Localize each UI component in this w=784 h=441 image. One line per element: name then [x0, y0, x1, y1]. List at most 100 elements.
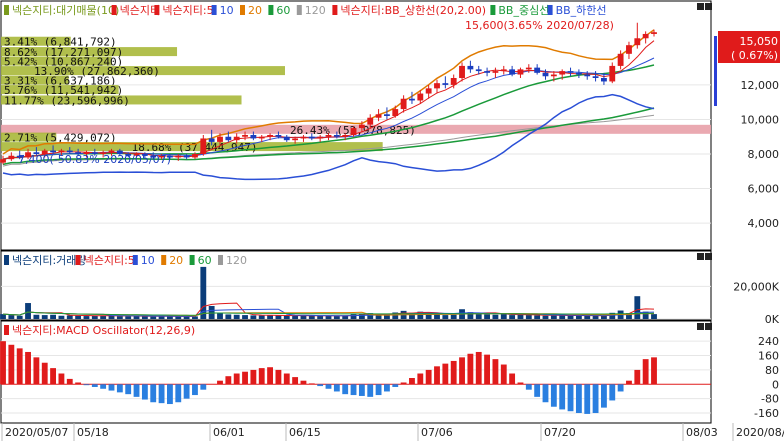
x-tick-label: 06/15 — [289, 426, 321, 439]
volume-bar — [442, 315, 449, 319]
macd-bar — [217, 380, 223, 385]
current-change: ( 0.67%) — [731, 49, 778, 62]
macd-bar — [8, 344, 15, 385]
macd-bar — [475, 351, 482, 385]
candle-body — [467, 65, 474, 70]
volume-bar — [601, 315, 607, 319]
minimize-icon[interactable] — [697, 253, 704, 260]
macd-tick-label: -80 — [761, 393, 779, 406]
candle-body — [367, 117, 374, 125]
candle-body — [442, 83, 449, 85]
macd-bar — [409, 378, 415, 385]
macd-bar — [200, 384, 207, 390]
candle-body — [50, 150, 56, 153]
macd-bar — [634, 369, 641, 385]
volume-profile-label: 11.77% (23,596,996) — [4, 94, 130, 107]
legend-label: 20 — [169, 254, 183, 267]
legend-swatch — [111, 5, 117, 15]
bb-upper-line — [2, 29, 655, 155]
volume-bar — [534, 315, 541, 319]
candle-body — [200, 138, 207, 154]
macd-bar — [617, 384, 624, 392]
close-icon[interactable] — [705, 323, 712, 330]
volume-bar — [175, 316, 182, 319]
volume-profile-bar — [1, 47, 178, 57]
minimize-icon[interactable] — [697, 3, 704, 10]
candle-body — [484, 71, 490, 73]
candle-body — [242, 135, 248, 137]
macd-bar — [175, 384, 182, 403]
macd-bar — [16, 348, 23, 385]
volume-bar — [626, 313, 632, 319]
volume-bar — [317, 315, 324, 319]
volume-bar — [450, 314, 457, 319]
price-panel-controls[interactable] — [697, 3, 712, 10]
volume-bar — [634, 296, 641, 319]
macd-bar — [250, 369, 257, 385]
volume-bar — [217, 313, 223, 319]
volume-profile-bar — [1, 36, 71, 46]
candle-body — [651, 32, 657, 34]
legend-label: 넥슨지티 — [120, 4, 160, 17]
macd-bar — [459, 357, 465, 385]
close-icon[interactable] — [705, 3, 712, 10]
candle-body — [400, 98, 407, 110]
candle-body — [584, 74, 591, 77]
volume-plot-frame — [0, 250, 712, 321]
volume-bar — [58, 315, 65, 319]
candle-body — [325, 135, 332, 137]
candle-body — [83, 152, 90, 154]
candle-body — [450, 78, 457, 85]
macd-bar — [375, 384, 382, 396]
macd-bar — [25, 351, 31, 385]
macd-bar — [116, 384, 123, 393]
volume-bar — [492, 314, 499, 319]
volume-profile-label: 13.90% (27,862,360) — [34, 65, 160, 78]
candle-body — [517, 69, 524, 75]
macd-bar — [158, 384, 165, 404]
legend-label: 넥슨지티:거래량 — [12, 254, 87, 267]
candle-body — [434, 83, 440, 89]
candle-body — [41, 150, 48, 154]
macd-bar — [58, 373, 65, 385]
candle-body — [125, 154, 132, 156]
volume-bar — [125, 316, 132, 319]
macd-tick-label: 240 — [758, 335, 779, 348]
macd-bar — [626, 380, 632, 385]
legend-swatch — [490, 5, 496, 15]
volume-profile-bar — [1, 85, 119, 95]
macd-bar — [517, 382, 524, 385]
macd-bar — [642, 359, 649, 385]
minimize-icon[interactable] — [697, 323, 704, 330]
volume-bar — [66, 315, 73, 319]
macd-bar — [83, 384, 90, 386]
volume-bar — [375, 314, 382, 319]
candle-body — [417, 93, 424, 101]
macd-bar — [367, 384, 374, 397]
volume-bar — [434, 314, 440, 319]
volume-bar — [16, 315, 23, 319]
macd-bar — [91, 384, 98, 387]
candle-body — [292, 138, 299, 141]
macd-bar — [141, 384, 148, 400]
volume-bar — [292, 315, 299, 319]
legend-label: 넥슨지티:MACD Oscillator(12,26,9) — [12, 324, 195, 337]
legend-swatch — [161, 255, 167, 265]
volume-bar — [525, 315, 532, 319]
volume-bar — [425, 314, 432, 319]
close-icon[interactable] — [705, 253, 712, 260]
macd-panel-controls[interactable] — [697, 323, 712, 330]
price-panel: 3.41% (6,841,792)8.62% (17,271,097)5.42%… — [0, 0, 780, 251]
macd-bar — [267, 367, 273, 385]
legend-swatch — [268, 5, 274, 15]
price-tick-label: 8,000 — [748, 148, 780, 161]
legend-label: 10 — [220, 4, 234, 17]
volume-tick-label: 0K — [765, 313, 780, 326]
volume-profile-bar — [1, 95, 242, 105]
volume-panel-controls[interactable] — [697, 253, 712, 260]
x-tick-label: 07/20 — [544, 426, 576, 439]
legend-label: 20 — [248, 4, 262, 17]
volume-bar — [192, 316, 198, 319]
